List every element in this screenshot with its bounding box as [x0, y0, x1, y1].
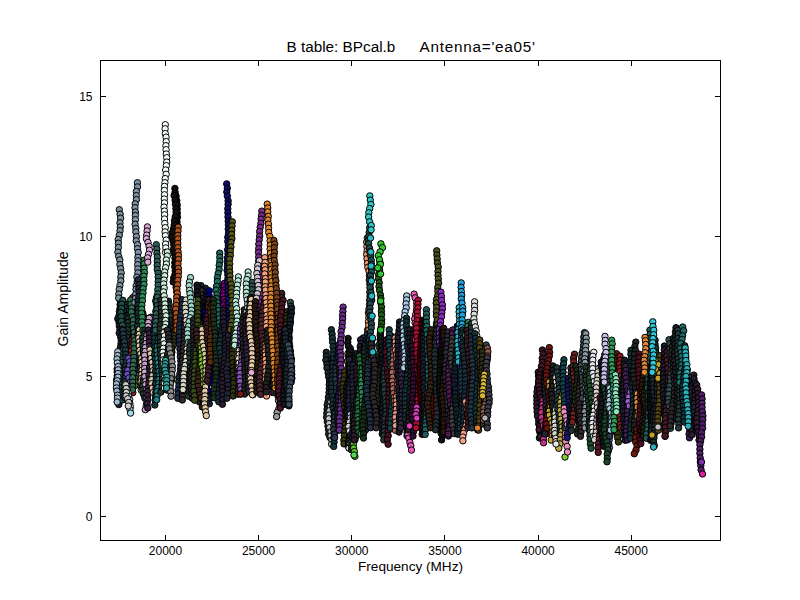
- svg-text:15: 15: [79, 90, 93, 104]
- svg-text:40000: 40000: [521, 544, 555, 558]
- svg-text:0: 0: [86, 510, 93, 524]
- svg-text:45000: 45000: [615, 544, 649, 558]
- svg-text:Gain Amplitude: Gain Amplitude: [55, 251, 71, 346]
- svg-text:10: 10: [79, 230, 93, 244]
- svg-text:25000: 25000: [242, 544, 276, 558]
- svg-text:20000: 20000: [149, 544, 183, 558]
- svg-text:35000: 35000: [428, 544, 462, 558]
- svg-text:Antenna='ea05': Antenna='ea05': [420, 38, 536, 55]
- svg-text:5: 5: [86, 370, 93, 384]
- svg-text:30000: 30000: [335, 544, 369, 558]
- svg-text:Frequency (MHz): Frequency (MHz): [358, 559, 463, 574]
- svg-text:B table: BPcal.b: B table: BPcal.b: [287, 38, 396, 55]
